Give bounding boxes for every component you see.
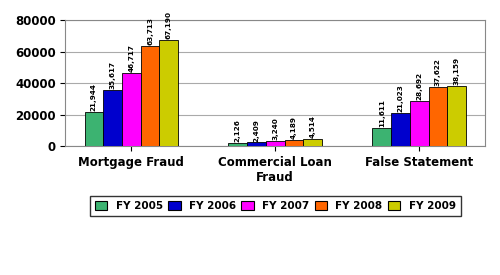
Text: 3,240: 3,240 bbox=[272, 118, 278, 140]
Text: 21,944: 21,944 bbox=[91, 83, 97, 111]
Text: 21,023: 21,023 bbox=[398, 84, 404, 112]
Legend: FY 2005, FY 2006, FY 2007, FY 2008, FY 2009: FY 2005, FY 2006, FY 2007, FY 2008, FY 2… bbox=[90, 196, 461, 216]
Text: 2,409: 2,409 bbox=[254, 119, 260, 142]
Text: 46,717: 46,717 bbox=[128, 44, 134, 72]
Text: 63,713: 63,713 bbox=[147, 17, 153, 45]
Bar bbox=[140, 46, 160, 146]
Bar bbox=[228, 143, 247, 146]
Bar bbox=[160, 40, 178, 146]
Text: 28,692: 28,692 bbox=[416, 72, 422, 100]
Text: 4,514: 4,514 bbox=[310, 116, 316, 138]
Bar bbox=[304, 139, 322, 146]
Bar bbox=[104, 90, 122, 146]
Bar bbox=[122, 73, 141, 146]
Text: 2,126: 2,126 bbox=[235, 119, 241, 142]
Bar bbox=[447, 86, 466, 146]
Text: 38,159: 38,159 bbox=[454, 57, 460, 85]
Text: 35,617: 35,617 bbox=[110, 61, 116, 89]
Bar bbox=[284, 140, 304, 146]
Bar bbox=[428, 87, 447, 146]
Bar bbox=[410, 101, 428, 146]
Text: 4,189: 4,189 bbox=[291, 116, 297, 139]
Bar bbox=[372, 128, 391, 146]
Bar bbox=[266, 141, 284, 146]
Text: 37,622: 37,622 bbox=[435, 58, 441, 86]
Bar bbox=[247, 142, 266, 146]
Text: 67,190: 67,190 bbox=[166, 12, 172, 39]
Text: 11,611: 11,611 bbox=[378, 99, 384, 127]
Bar bbox=[391, 113, 410, 146]
Bar bbox=[84, 112, 103, 146]
